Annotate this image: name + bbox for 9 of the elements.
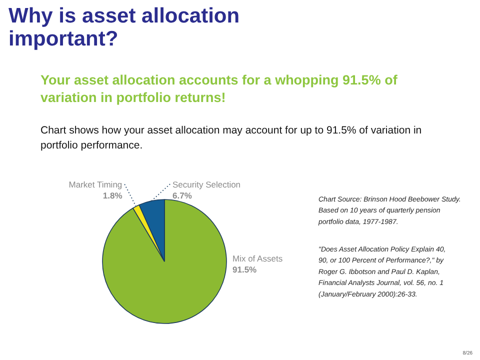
chart-title: Why is asset allocation important? [8,4,240,50]
data-label: 91.5% [232,264,258,274]
slice-label: Market Timing [68,180,122,190]
slice-label: Security Selection [172,180,241,190]
slice-label: Mix of Assets [232,254,283,264]
text: Chart shows how your asset allocation may account for up to 91.5% of variation in portfolio performance. [40,124,422,152]
chart-subtitle: Your asset allocation accounts for a whopping 91.5% of variation in portfolio returns! [40,72,398,105]
data-label: 6.7% [172,190,192,201]
data-label: 1.8% [102,190,123,201]
